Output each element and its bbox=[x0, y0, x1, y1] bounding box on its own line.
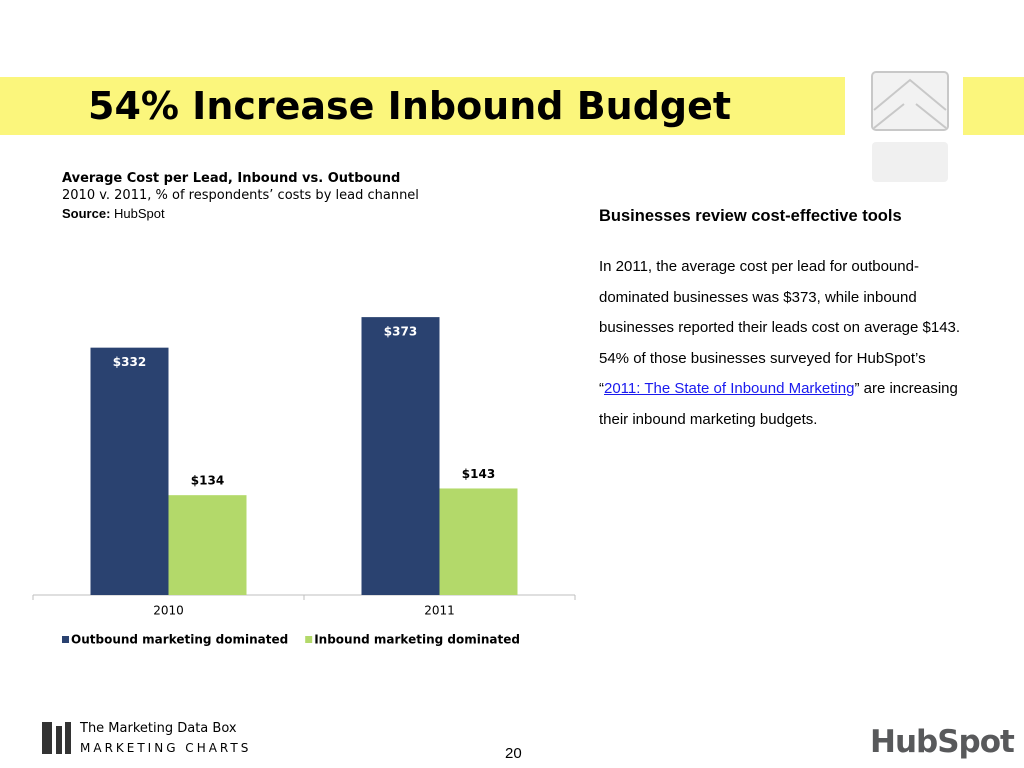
bar bbox=[90, 347, 169, 595]
value-label: $143 bbox=[462, 467, 495, 481]
legend-swatch bbox=[305, 636, 313, 643]
x-tick-label: 2011 bbox=[424, 604, 455, 618]
slide-title: 54% Increase Inbound Budget bbox=[88, 84, 732, 128]
body-text: In 2011, the average cost per lead for o… bbox=[599, 252, 971, 436]
source-label: Source: bbox=[62, 206, 111, 221]
body-heading: Businesses review cost-effective tools bbox=[599, 207, 902, 225]
title-band bbox=[963, 77, 1024, 135]
x-tick-label: 2010 bbox=[153, 604, 184, 618]
value-label: $134 bbox=[191, 474, 224, 488]
legend-label: Inbound marketing dominated bbox=[314, 633, 520, 647]
link[interactable]: 2011: The State of Inbound Marketing bbox=[604, 380, 855, 398]
text: In 2011, the average cost per lead for o… bbox=[599, 258, 961, 398]
footer-logo-mark bbox=[42, 722, 71, 754]
bar bbox=[439, 488, 518, 595]
legend-label: Outbound marketing dominated bbox=[71, 633, 288, 647]
title-band bbox=[0, 77, 845, 135]
legend-swatch bbox=[62, 636, 69, 643]
value-label: $373 bbox=[384, 325, 417, 339]
page-number: 20 bbox=[505, 745, 522, 762]
hubspot-logo: HubSpot bbox=[870, 724, 1015, 760]
bar bbox=[168, 495, 247, 595]
envelope-icon bbox=[871, 71, 949, 182]
source: HubSpot bbox=[114, 206, 165, 221]
text: ” are increasing their inbound marketing… bbox=[599, 380, 958, 428]
chart-subtitle: 2010 v. 2011, % of respondents’ costs by… bbox=[62, 188, 419, 203]
footer-brand: The Marketing Data Box bbox=[80, 721, 237, 736]
footer-brand: MARKETING CHARTS bbox=[80, 741, 252, 755]
chart-title: Average Cost per Lead, Inbound vs. Outbo… bbox=[62, 171, 401, 186]
value-label: $332 bbox=[113, 355, 146, 369]
chart-source: Source: HubSpot bbox=[62, 206, 165, 221]
bar bbox=[361, 317, 440, 595]
